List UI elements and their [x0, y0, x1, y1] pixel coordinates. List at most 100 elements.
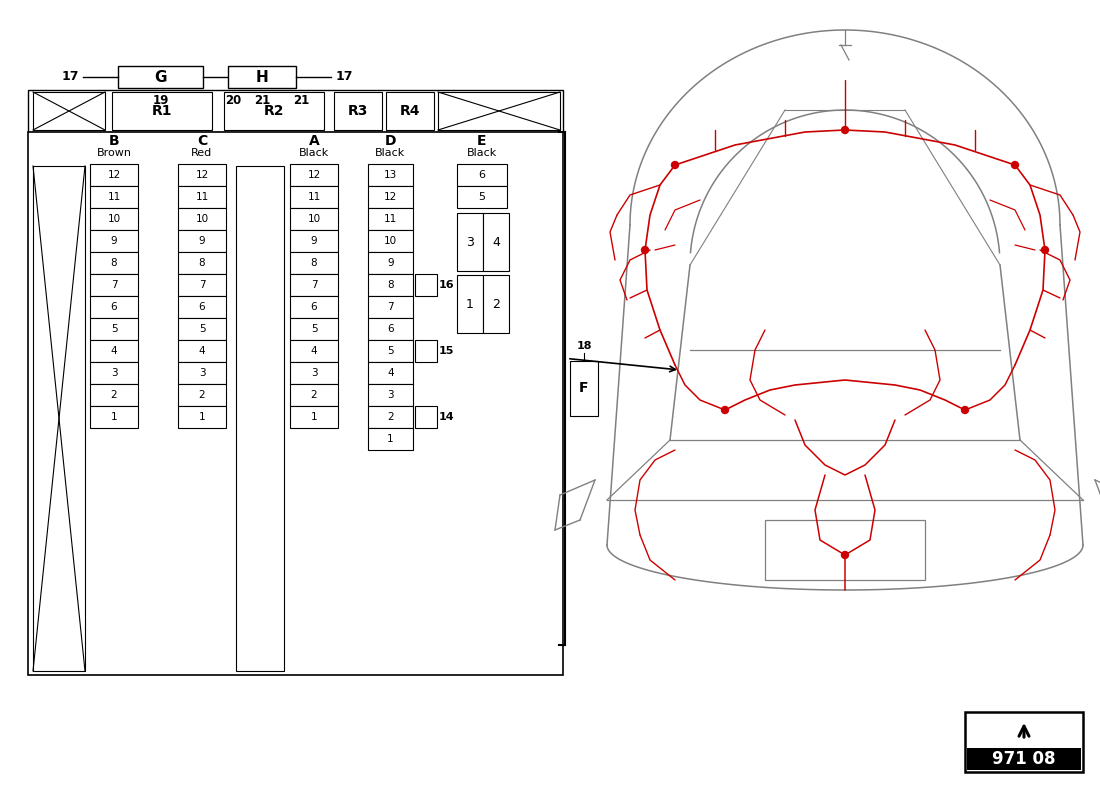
Text: 6: 6 — [199, 302, 206, 312]
Bar — [178, 164, 226, 186]
Text: 6: 6 — [478, 170, 485, 180]
Circle shape — [1012, 162, 1019, 169]
Text: 5: 5 — [111, 324, 118, 334]
Text: G: G — [154, 70, 167, 85]
Text: 4: 4 — [492, 235, 499, 249]
Bar — [368, 384, 412, 406]
Text: 8: 8 — [310, 258, 317, 268]
Text: 4: 4 — [387, 368, 394, 378]
Text: 3: 3 — [111, 368, 118, 378]
Text: 14: 14 — [439, 412, 454, 422]
Bar — [118, 66, 204, 88]
Bar — [290, 340, 338, 362]
Bar — [90, 318, 138, 340]
Text: 7: 7 — [111, 280, 118, 290]
Circle shape — [842, 126, 848, 134]
Text: 9: 9 — [387, 258, 394, 268]
Bar — [290, 230, 338, 252]
Text: F: F — [580, 382, 588, 395]
Text: C: C — [197, 134, 207, 148]
Text: 17: 17 — [336, 70, 353, 83]
Bar — [90, 208, 138, 230]
Text: Black: Black — [466, 148, 497, 158]
Bar — [178, 340, 226, 362]
Bar — [368, 274, 412, 296]
Text: 12: 12 — [108, 170, 121, 180]
Text: 7: 7 — [310, 280, 317, 290]
Text: 12: 12 — [307, 170, 320, 180]
Bar — [178, 274, 226, 296]
Text: 6: 6 — [111, 302, 118, 312]
Text: 12: 12 — [196, 170, 209, 180]
Bar — [33, 166, 85, 671]
Bar — [368, 252, 412, 274]
Bar — [28, 132, 563, 675]
Bar — [90, 296, 138, 318]
Text: H: H — [255, 70, 268, 85]
Bar — [368, 318, 412, 340]
Text: R4: R4 — [399, 104, 420, 118]
Text: 2: 2 — [199, 390, 206, 400]
Circle shape — [671, 162, 679, 169]
Text: R2: R2 — [264, 104, 284, 118]
Text: 971 08: 971 08 — [992, 750, 1056, 768]
Bar — [90, 230, 138, 252]
Circle shape — [641, 246, 649, 254]
Bar — [290, 208, 338, 230]
Text: 4: 4 — [199, 346, 206, 356]
Bar — [178, 406, 226, 428]
Text: 5: 5 — [478, 192, 485, 202]
Text: 1: 1 — [310, 412, 317, 422]
Text: E: E — [477, 134, 486, 148]
Bar — [178, 296, 226, 318]
Bar — [178, 362, 226, 384]
Bar — [178, 318, 226, 340]
Bar — [368, 406, 412, 428]
Bar — [290, 274, 338, 296]
Text: Black: Black — [375, 148, 406, 158]
Bar — [112, 92, 212, 130]
Text: 10: 10 — [196, 214, 209, 224]
Bar — [33, 92, 104, 130]
Bar — [967, 748, 1081, 770]
Bar — [290, 252, 338, 274]
Bar — [368, 208, 412, 230]
Bar — [228, 66, 296, 88]
Text: 11: 11 — [384, 214, 397, 224]
Bar — [290, 164, 338, 186]
Text: 8: 8 — [199, 258, 206, 268]
Bar — [570, 361, 598, 416]
Bar — [368, 230, 412, 252]
Text: 10: 10 — [384, 236, 397, 246]
Text: B: B — [109, 134, 119, 148]
Circle shape — [722, 406, 728, 414]
Text: 11: 11 — [307, 192, 320, 202]
Text: 5: 5 — [387, 346, 394, 356]
Bar — [90, 406, 138, 428]
Text: 20: 20 — [224, 94, 241, 106]
Bar — [438, 92, 560, 130]
Text: 8: 8 — [111, 258, 118, 268]
Bar — [483, 275, 509, 333]
Bar — [90, 186, 138, 208]
Text: 10: 10 — [108, 214, 121, 224]
Circle shape — [842, 551, 848, 558]
Text: A: A — [309, 134, 319, 148]
Text: 1: 1 — [111, 412, 118, 422]
Bar — [290, 318, 338, 340]
Text: 3: 3 — [310, 368, 317, 378]
Text: 9: 9 — [310, 236, 317, 246]
Text: 15: 15 — [439, 346, 454, 356]
Bar — [224, 92, 324, 130]
Bar — [456, 275, 483, 333]
Text: 5: 5 — [310, 324, 317, 334]
Text: 21: 21 — [254, 94, 271, 106]
Text: 3: 3 — [466, 235, 474, 249]
Text: 3: 3 — [199, 368, 206, 378]
Bar — [178, 384, 226, 406]
Text: 1: 1 — [387, 434, 394, 444]
Text: 6: 6 — [387, 324, 394, 334]
Bar — [90, 164, 138, 186]
Bar — [368, 186, 412, 208]
Bar — [290, 296, 338, 318]
